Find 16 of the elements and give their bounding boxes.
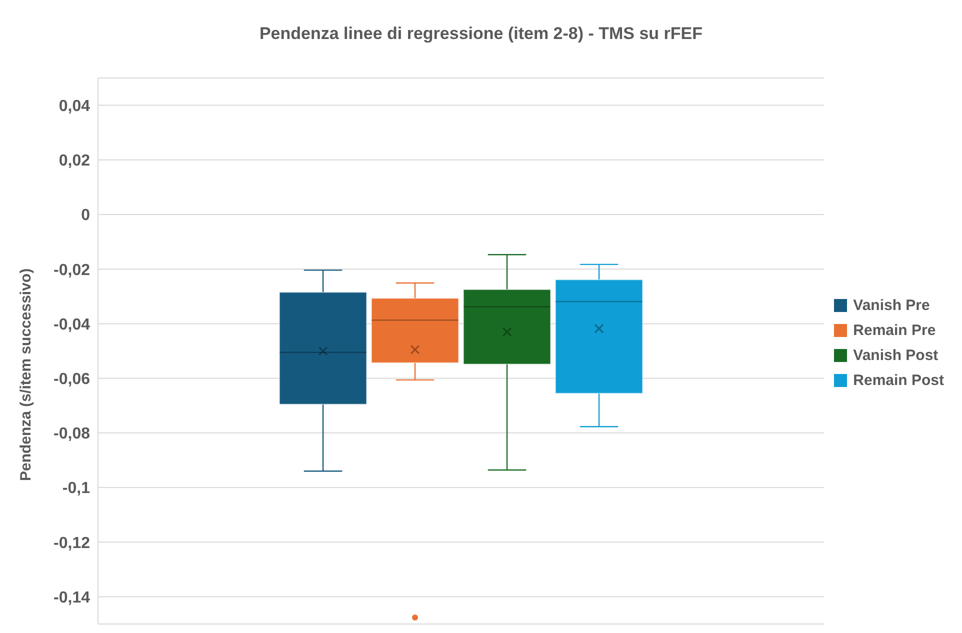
y-tick-label: -0,02 bbox=[54, 262, 90, 279]
y-tick-label: -0,14 bbox=[54, 589, 90, 606]
y-tick-label: 0,02 bbox=[58, 152, 90, 170]
y-tick-label: 0,04 bbox=[58, 98, 90, 115]
y-tick-label: 0 bbox=[81, 207, 90, 224]
legend-label: Vanish Pre bbox=[853, 297, 930, 314]
y-tick-label: -0,1 bbox=[62, 480, 90, 498]
y-axis-title: Pendenza (s/item successivo) bbox=[17, 268, 34, 481]
chart-title: Pendenza linee di regressione (item 2-8) - TMS su rFEF bbox=[258, 23, 704, 45]
y-tick-label: -0,12 bbox=[54, 534, 90, 552]
y-tick-label: -0,06 bbox=[54, 370, 90, 388]
legend-label: Remain Pre bbox=[853, 322, 936, 339]
y-tick-label: -0,08 bbox=[54, 426, 90, 443]
legend-label: Vanish Post bbox=[853, 347, 938, 364]
y-tick-label: -0,04 bbox=[54, 316, 90, 334]
legend-label: Remain Post bbox=[853, 372, 944, 389]
